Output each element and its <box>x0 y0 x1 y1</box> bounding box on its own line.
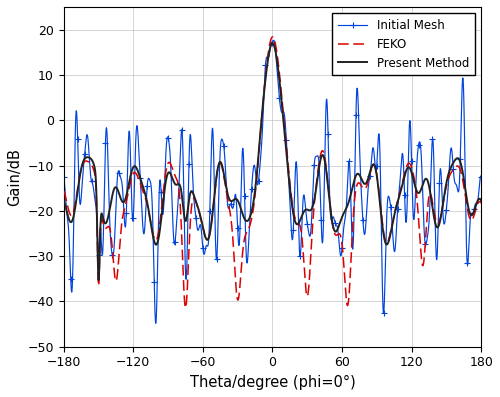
Line: FEKO: FEKO <box>64 37 481 308</box>
FEKO <box>182 306 188 310</box>
FEKO <box>446 174 452 179</box>
Initial Mesh <box>330 215 336 220</box>
Initial Mesh <box>198 225 204 230</box>
X-axis label: Theta/degree (phi=0°): Theta/degree (phi=0°) <box>190 375 356 390</box>
Present Method <box>62 200 68 205</box>
Initial Mesh <box>366 176 372 181</box>
Line: Initial Mesh: Initial Mesh <box>61 37 484 326</box>
FEKO <box>198 217 204 222</box>
Present Method <box>96 278 102 283</box>
Initial Mesh <box>446 165 452 170</box>
Initial Mesh <box>270 38 276 42</box>
FEKO <box>478 201 484 206</box>
Line: Present Method: Present Method <box>64 43 481 280</box>
Initial Mesh <box>62 181 68 186</box>
Present Method <box>330 222 336 227</box>
Present Method <box>278 90 283 95</box>
Legend: Initial Mesh, FEKO, Present Method: Initial Mesh, FEKO, Present Method <box>332 13 475 75</box>
Initial Mesh <box>478 174 484 179</box>
Present Method <box>60 198 66 203</box>
FEKO <box>62 191 68 195</box>
FEKO <box>366 173 372 178</box>
Y-axis label: Gain/dB: Gain/dB <box>7 148 22 206</box>
Present Method <box>478 198 484 203</box>
FEKO <box>60 188 66 193</box>
Initial Mesh <box>152 321 158 326</box>
Present Method <box>198 216 204 221</box>
Initial Mesh <box>60 174 66 179</box>
Present Method <box>446 169 452 173</box>
FEKO <box>330 223 336 228</box>
Present Method <box>270 41 276 46</box>
Initial Mesh <box>278 106 283 111</box>
Present Method <box>366 172 372 176</box>
FEKO <box>270 35 276 39</box>
FEKO <box>278 83 283 88</box>
